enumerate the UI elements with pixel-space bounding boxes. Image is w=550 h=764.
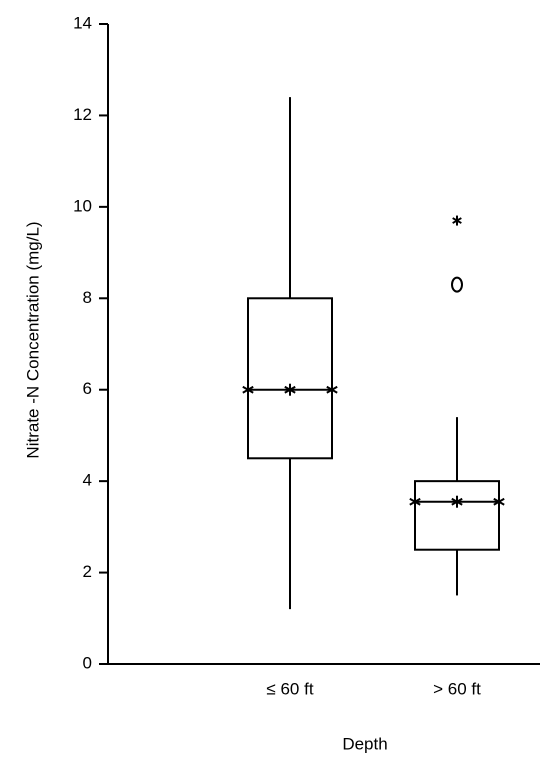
star-stroke: [493, 497, 505, 506]
star-stroke: [452, 217, 462, 224]
median-star: [409, 495, 421, 508]
star-stroke: [451, 497, 463, 506]
box: [414, 480, 500, 551]
median-star: [284, 383, 296, 396]
extreme-outlier: [452, 215, 462, 226]
outlier: [451, 276, 463, 293]
y-tick-label: 14: [73, 13, 92, 32]
star-stroke: [284, 385, 296, 394]
x-tick-label: > 60 ft: [433, 679, 481, 698]
y-tick-label: 12: [73, 105, 92, 124]
star-stroke: [242, 385, 254, 394]
median-star: [451, 495, 463, 508]
y-tick-label: 8: [83, 288, 92, 307]
y-tick-label: 6: [83, 379, 92, 398]
y-axis-label: Nitrate -N Concentration (mg/L): [23, 221, 42, 458]
y-tick-label: 10: [73, 196, 92, 215]
box: [247, 297, 333, 460]
y-tick-label: 0: [83, 653, 92, 672]
median-star: [242, 383, 254, 396]
median-star: [493, 495, 505, 508]
y-tick-label: 2: [83, 562, 92, 581]
star-stroke: [326, 385, 338, 394]
median-star: [326, 383, 338, 396]
x-tick-label: ≤ 60 ft: [266, 679, 313, 698]
x-axis-label: Depth: [342, 734, 387, 753]
y-tick-label: 4: [83, 471, 92, 490]
star-stroke: [409, 497, 421, 506]
